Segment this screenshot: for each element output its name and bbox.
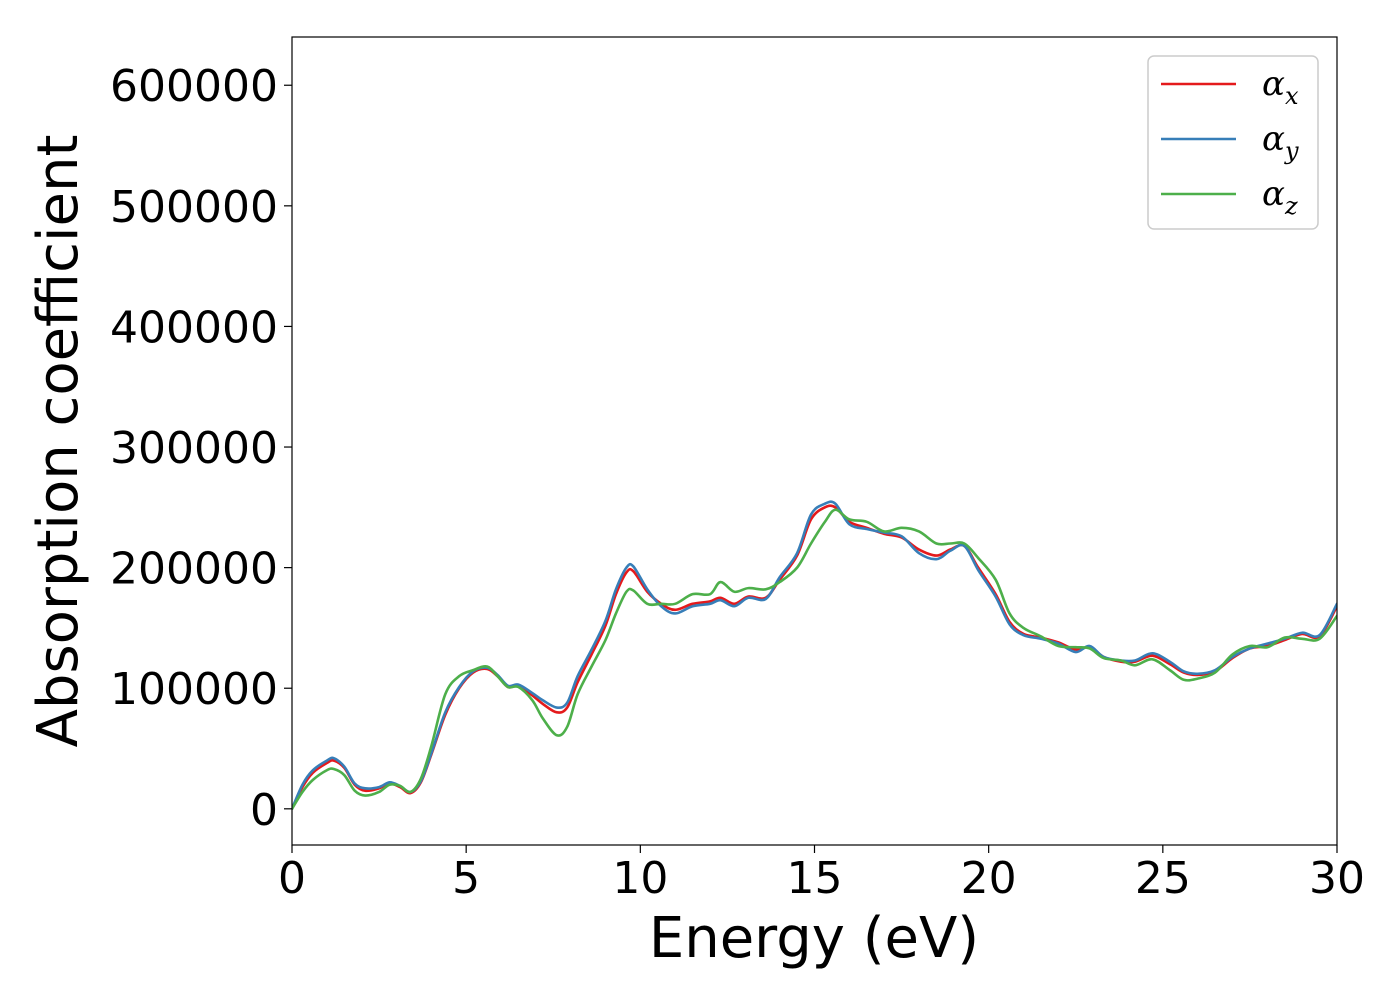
- y-tick-label: 600000: [110, 61, 278, 112]
- legend-box: [1147, 55, 1319, 230]
- x-tick-label: 15: [787, 853, 843, 904]
- x-tick-label: 30: [1309, 853, 1365, 904]
- y-tick-label: 400000: [110, 302, 278, 353]
- series-line-alpha-x: [292, 504, 1337, 811]
- series-line-alpha-y: [292, 500, 1337, 811]
- series-line-alpha-z: [292, 508, 1337, 811]
- y-tick-label: 0: [250, 785, 278, 836]
- y-axis-ticks: 0 100000 200000 300000 400000 500000 600000: [110, 61, 292, 836]
- legend: αx αy αz: [1147, 55, 1319, 230]
- y-axis-title: Absorption coefficient: [26, 135, 91, 748]
- y-tick-label: 300000: [110, 423, 278, 474]
- x-tick-label: 10: [612, 853, 668, 904]
- y-tick-label: 500000: [110, 182, 278, 233]
- y-tick-label: 200000: [110, 544, 278, 595]
- x-axis-ticks: 0 5 10 15 20 25 30: [278, 845, 1365, 904]
- x-tick-label: 25: [1135, 853, 1191, 904]
- x-tick-label: 0: [278, 853, 306, 904]
- y-tick-label: 100000: [110, 664, 278, 715]
- x-tick-label: 5: [452, 853, 480, 904]
- legend-label-alpha-y: αy: [1262, 119, 1299, 165]
- series-lines: [292, 500, 1337, 811]
- legend-label-alpha-x: αx: [1262, 64, 1299, 110]
- x-tick-label: 20: [961, 853, 1017, 904]
- legend-label-alpha-z: αz: [1262, 174, 1298, 220]
- x-axis-title: Energy (eV): [649, 906, 979, 971]
